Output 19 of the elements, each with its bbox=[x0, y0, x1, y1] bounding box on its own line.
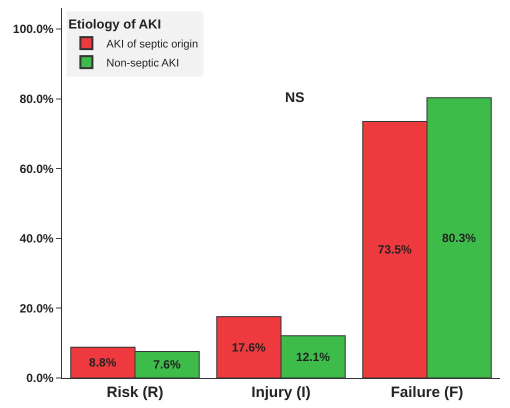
data-label: 8.8% bbox=[89, 356, 117, 370]
data-label: 17.6% bbox=[232, 340, 266, 354]
legend-title: Etiology of AKI bbox=[68, 16, 162, 32]
x-tick-label: Risk (R) bbox=[106, 384, 164, 401]
legend-label: Non-septic AKI bbox=[106, 57, 180, 70]
annotation: NS bbox=[285, 89, 304, 105]
y-tick-label: 80.0% bbox=[20, 92, 54, 106]
y-tick-label: 40.0% bbox=[20, 232, 54, 246]
x-tick-label: Injury (I) bbox=[251, 384, 311, 401]
y-tick-label: 60.0% bbox=[20, 162, 54, 176]
x-tick-label: Failure (F) bbox=[390, 384, 464, 401]
y-tick-label: 100.0% bbox=[12, 22, 54, 36]
y-tick-label: 20.0% bbox=[20, 301, 54, 316]
y-tick-label: 0.0% bbox=[26, 371, 54, 386]
data-label: 7.6% bbox=[153, 358, 181, 372]
data-label: 12.1% bbox=[296, 350, 330, 364]
data-label: 73.5% bbox=[378, 242, 412, 257]
data-label: 80.3% bbox=[442, 230, 476, 245]
legend-label: AKI of septic origin bbox=[106, 38, 198, 50]
